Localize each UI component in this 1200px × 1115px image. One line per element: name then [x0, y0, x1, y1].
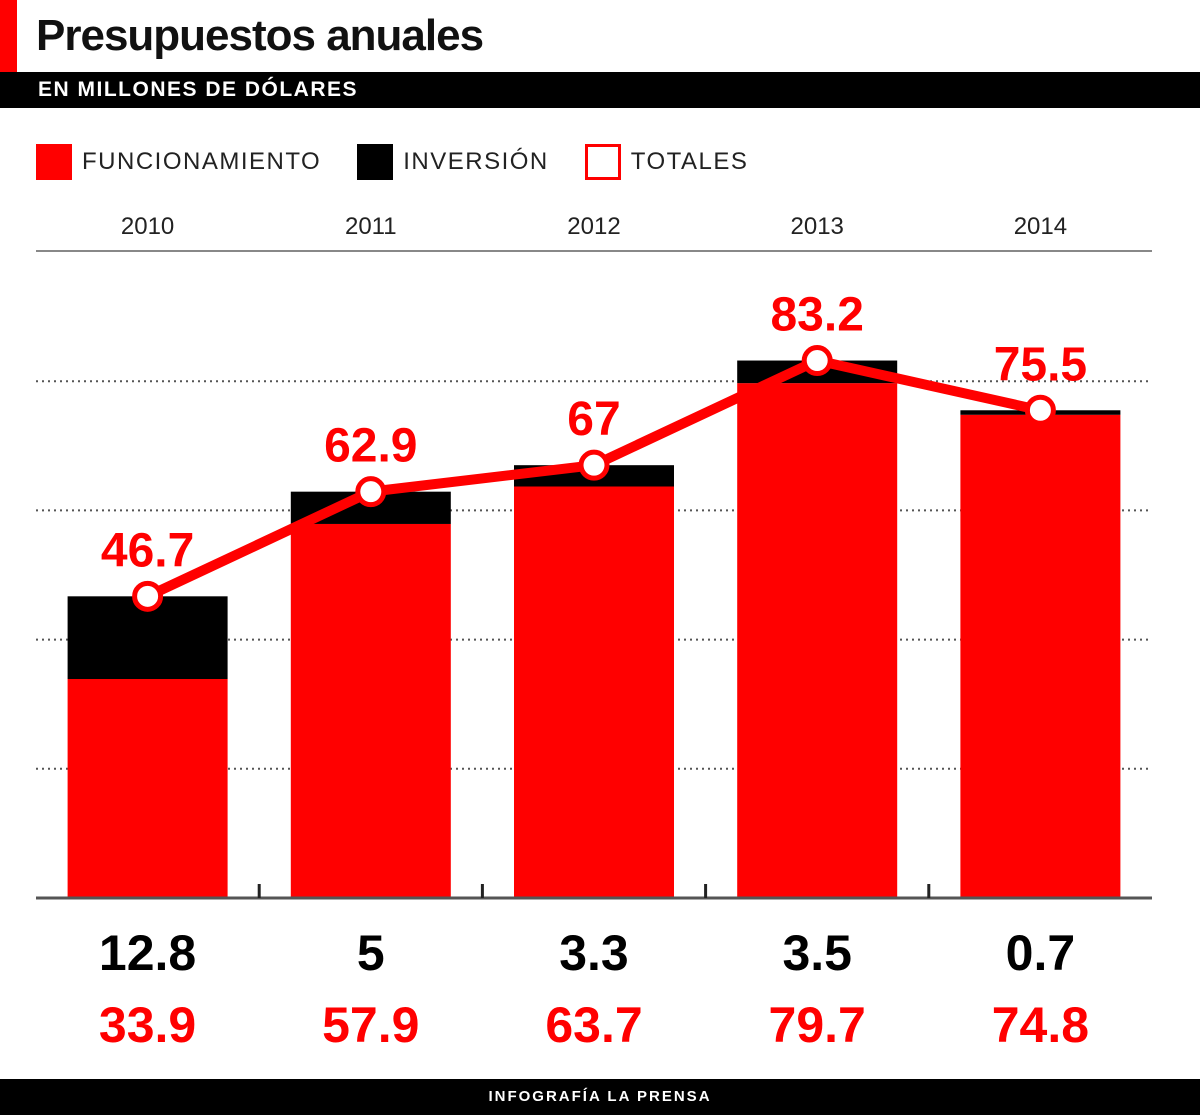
- budget-chart: 2010 2011 2012 2013 2014 46.7 62.9 67 83.2 75.5 12…: [36, 213, 1152, 1053]
- total-data-label: 62.9: [324, 420, 417, 473]
- footer-credit: INFOGRAFÍA LA PRENSA: [0, 1079, 1200, 1115]
- chart-title: Presupuestos anuales: [36, 11, 484, 60]
- bar-funcionamiento: [290, 523, 451, 898]
- total-data-label: 67: [567, 393, 620, 446]
- total-data-label: 83.2: [770, 289, 863, 342]
- legend-item-funcionamiento: FUNCIONAMIENTO: [36, 144, 321, 180]
- totales-point: [801, 345, 833, 377]
- x-tick-label: 2014: [1014, 213, 1067, 240]
- legend: FUNCIONAMIENTO INVERSIÓN TOTALES: [36, 144, 784, 180]
- inversion-data-label: 3.3: [559, 925, 629, 981]
- x-tick-label: 2011: [345, 213, 397, 240]
- bar-funcionamiento: [960, 414, 1121, 898]
- total-data-label: 75.5: [994, 338, 1087, 391]
- funcionamiento-data-label: 63.7: [545, 997, 642, 1053]
- x-tick-label: 2010: [121, 213, 174, 240]
- legend-item-totales: TOTALES: [584, 144, 749, 180]
- legend-label-funcionamiento: FUNCIONAMIENTO: [82, 148, 322, 175]
- totales-point: [578, 449, 610, 481]
- funcionamiento-data-label: 33.9: [99, 997, 196, 1053]
- funcionamiento-data-label: 57.9: [322, 997, 419, 1053]
- x-tick-label: 2012: [567, 213, 620, 240]
- chart-subtitle: EN MILLONES DE DÓLARES: [38, 78, 359, 101]
- inversion-data-label: 12.8: [99, 925, 196, 981]
- totales-point: [132, 580, 164, 612]
- inversion-data-label: 3.5: [782, 925, 852, 981]
- legend-item-inversion: INVERSIÓN: [357, 144, 549, 180]
- subtitle-band: [0, 72, 1200, 108]
- totales-point: [1024, 394, 1056, 426]
- total-data-label: 46.7: [101, 524, 194, 577]
- legend-label-totales: TOTALES: [630, 148, 749, 175]
- inversion-data-label: 0.7: [1006, 925, 1076, 981]
- legend-label-inversion: INVERSIÓN: [403, 148, 549, 175]
- x-tick-label: 2013: [791, 213, 844, 240]
- funcionamiento-data-label: 79.7: [769, 997, 866, 1053]
- title-accent-bar: [0, 0, 17, 72]
- legend-swatch-totales: [584, 144, 621, 180]
- bar-funcionamiento: [737, 383, 898, 898]
- bar-funcionamiento: [514, 486, 674, 898]
- funcionamiento-data-label: 74.8: [992, 997, 1089, 1053]
- legend-swatch-inversion: [357, 144, 394, 180]
- bar-funcionamiento: [67, 679, 228, 898]
- totales-point: [355, 476, 387, 508]
- inversion-data-label: 5: [357, 925, 385, 981]
- legend-swatch-funcionamiento: [36, 144, 72, 180]
